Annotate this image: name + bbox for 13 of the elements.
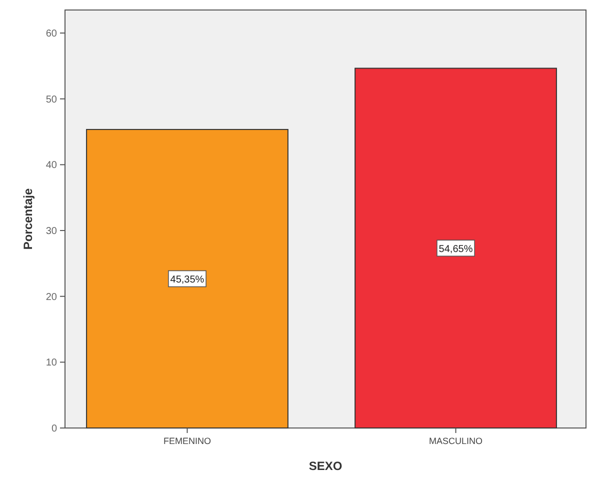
- data-label: 45,35%: [170, 274, 204, 286]
- y-tick-label: 0: [51, 424, 58, 434]
- y-axis-title: Porcentaje: [21, 188, 35, 250]
- x-tick-label: FEMENINO: [163, 436, 211, 446]
- y-tick-label: 20: [46, 292, 58, 303]
- y-tick-label: 60: [46, 28, 58, 40]
- x-axis-title: SEXO: [308, 459, 342, 473]
- y-tick-label: 10: [46, 358, 58, 369]
- y-tick-label: 50: [46, 94, 58, 106]
- y-tick-label: 30: [46, 226, 58, 238]
- data-label: 54,65%: [438, 244, 473, 256]
- y-tick-label: 40: [46, 160, 58, 172]
- x-tick-label: MASCULINO: [429, 436, 483, 446]
